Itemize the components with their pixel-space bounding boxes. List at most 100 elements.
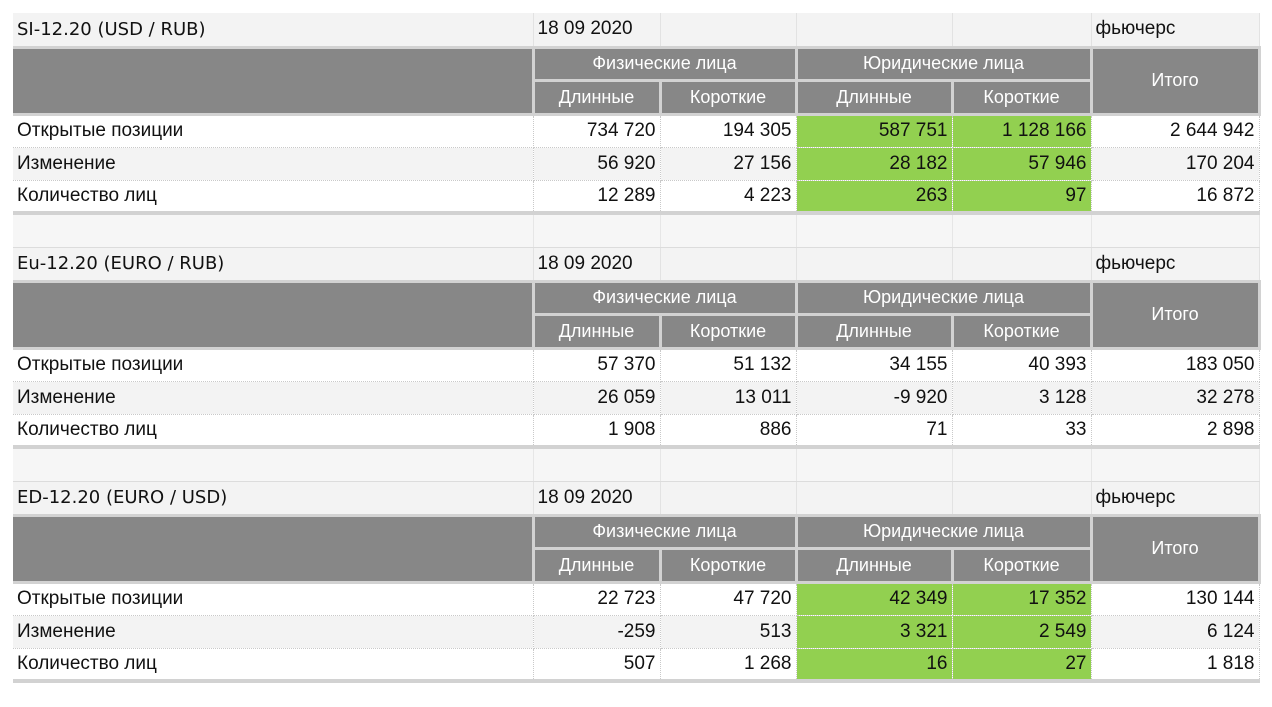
cell-phys-long: 734 720 (533, 114, 661, 148)
table-row: Количество лиц 507 1 268 16 27 1 818 (13, 648, 1260, 683)
cell-total: 130 144 (1091, 582, 1260, 616)
positions-report: SI-12.20 (USD / RUB) 18 09 2020 фьючерс … (13, 13, 1261, 683)
header-legal-entities: Юридические лица (796, 281, 1093, 316)
header-legal-entities: Юридические лица (796, 515, 1093, 550)
header-long: Длинные (796, 80, 954, 116)
cell-jur-long: 34 155 (796, 348, 953, 382)
cell-jur-short: 33 (952, 414, 1092, 449)
cell-phys-long: 22 723 (533, 582, 661, 616)
cell-total: 2 644 942 (1091, 114, 1260, 148)
instrument-type: фьючерс (1091, 13, 1260, 49)
cell-phys-short: 886 (660, 414, 797, 449)
group-header-row: Физические лица Юридические лица Итого (13, 281, 1261, 350)
spacer-row (13, 447, 1260, 482)
positions-sheet: SI-12.20 (USD / RUB) 18 09 2020 фьючерс … (13, 13, 1261, 683)
row-label: Количество лиц (13, 180, 534, 215)
cell-total: 16 872 (1091, 180, 1260, 215)
cell-phys-short: 51 132 (660, 348, 797, 382)
cell-phys-long: 26 059 (533, 381, 661, 415)
header-total: Итого (1091, 515, 1261, 584)
table-row: Изменение -259 513 3 321 2 549 6 124 (13, 615, 1260, 649)
report-date: 18 09 2020 (533, 481, 661, 517)
instrument-name: Eu-12.20 (EURO / RUB) (13, 247, 534, 283)
table-row: Открытые позиции 22 723 47 720 42 349 17… (13, 582, 1260, 616)
cell-jur-long: 71 (796, 414, 953, 449)
report-date: 18 09 2020 (533, 247, 661, 283)
sub-header-row: Длинные Короткие Длинные Короткие (13, 80, 1259, 116)
table-row: Изменение 56 920 27 156 28 182 57 946 17… (13, 147, 1260, 181)
row-label: Количество лиц (13, 648, 534, 683)
header-long: Длинные (533, 548, 662, 584)
header-long: Длинные (533, 80, 662, 116)
group-header-row: Физические лица Юридические лица Итого (13, 47, 1261, 116)
cell-phys-short: 4 223 (660, 180, 797, 215)
cell-phys-long: 57 370 (533, 348, 661, 382)
cell-jur-long: 587 751 (796, 114, 953, 148)
sub-header-row: Длинные Короткие Длинные Короткие (13, 548, 1259, 584)
table-row: Открытые позиции 57 370 51 132 34 155 40… (13, 348, 1260, 382)
instrument-name: SI-12.20 (USD / RUB) (13, 13, 534, 49)
cell-jur-short: 57 946 (952, 147, 1092, 181)
cell-jur-short: 2 549 (952, 615, 1092, 649)
cell-phys-short: 194 305 (660, 114, 797, 148)
table-row: Количество лиц 1 908 886 71 33 2 898 (13, 414, 1260, 449)
header-short: Короткие (660, 314, 798, 350)
cell-phys-long: 12 289 (533, 180, 661, 215)
cell-jur-long: 28 182 (796, 147, 953, 181)
header-individuals: Физические лица (533, 47, 798, 82)
row-label: Открытые позиции (13, 114, 534, 148)
row-label: Изменение (13, 615, 534, 649)
header-short: Короткие (660, 548, 798, 584)
header-total: Итого (1091, 47, 1261, 116)
cell-phys-long: -259 (533, 615, 661, 649)
cell-phys-short: 27 156 (660, 147, 797, 181)
sub-header-row: Длинные Короткие Длинные Короткие (13, 314, 1259, 350)
instrument-name: ED-12.20 (EURO / USD) (13, 481, 534, 517)
header-individuals: Физические лица (533, 515, 798, 550)
table-title-row: Eu-12.20 (EURO / RUB) 18 09 2020 фьючерс (13, 247, 1260, 283)
cell-total: 183 050 (1091, 348, 1260, 382)
cell-phys-short: 13 011 (660, 381, 797, 415)
group-header-row: Физические лица Юридические лица Итого (13, 515, 1261, 584)
table-title-row: SI-12.20 (USD / RUB) 18 09 2020 фьючерс (13, 13, 1260, 49)
table-row: Открытые позиции 734 720 194 305 587 751… (13, 114, 1260, 148)
cell-jur-long: 16 (796, 648, 953, 683)
header-short: Короткие (660, 80, 798, 116)
cell-phys-long: 1 908 (533, 414, 661, 449)
cell-total: 2 898 (1091, 414, 1260, 449)
cell-total: 6 124 (1091, 615, 1260, 649)
header-long: Длинные (796, 314, 954, 350)
cell-jur-short: 17 352 (952, 582, 1092, 616)
table-title-row: ED-12.20 (EURO / USD) 18 09 2020 фьючерс (13, 481, 1260, 517)
cell-total: 1 818 (1091, 648, 1260, 683)
cell-jur-short: 3 128 (952, 381, 1092, 415)
report-date: 18 09 2020 (533, 13, 661, 49)
header-individuals: Физические лица (533, 281, 798, 316)
cell-jur-short: 1 128 166 (952, 114, 1092, 148)
header-legal-entities: Юридические лица (796, 47, 1093, 82)
instrument-type: фьючерс (1091, 481, 1260, 517)
row-label: Изменение (13, 381, 534, 415)
row-label: Изменение (13, 147, 534, 181)
cell-phys-long: 507 (533, 648, 661, 683)
table-row: Изменение 26 059 13 011 -9 920 3 128 32 … (13, 381, 1260, 415)
cell-jur-short: 97 (952, 180, 1092, 215)
table-row: Количество лиц 12 289 4 223 263 97 16 87… (13, 180, 1260, 215)
header-long: Длинные (796, 548, 954, 584)
row-label: Открытые позиции (13, 582, 534, 616)
cell-jur-long: 263 (796, 180, 953, 215)
cell-jur-short: 27 (952, 648, 1092, 683)
spacer-row (13, 213, 1260, 248)
cell-phys-short: 1 268 (660, 648, 797, 683)
cell-jur-long: 3 321 (796, 615, 953, 649)
header-total: Итого (1091, 281, 1261, 350)
cell-phys-short: 513 (660, 615, 797, 649)
cell-jur-long: -9 920 (796, 381, 953, 415)
header-short: Короткие (952, 314, 1093, 350)
cell-phys-short: 47 720 (660, 582, 797, 616)
header-short: Короткие (952, 80, 1093, 116)
instrument-type: фьючерс (1091, 247, 1260, 283)
header-short: Короткие (952, 548, 1093, 584)
header-long: Длинные (533, 314, 662, 350)
cell-jur-long: 42 349 (796, 582, 953, 616)
